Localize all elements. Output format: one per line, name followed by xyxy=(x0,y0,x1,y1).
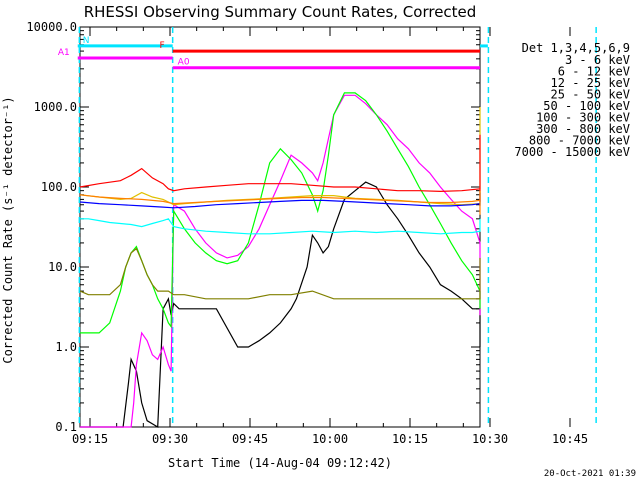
flag-label: A1 xyxy=(58,48,70,58)
series-line xyxy=(79,134,481,202)
legend-entry: 3 - 6 keV xyxy=(565,53,630,67)
x-tick-label: 10:00 xyxy=(312,432,348,446)
legend-entry: 6 - 12 keV xyxy=(558,65,630,79)
legend-header: Det 1,3,4,5,6,9 xyxy=(522,41,630,55)
plot-frame xyxy=(79,26,481,428)
x-axis-label: Start Time (14-Aug-04 09:12:42) xyxy=(168,456,392,470)
y-axis-label: Corrected Count Rate (s⁻¹ detector⁻¹) xyxy=(1,96,15,363)
x-tick-label: 09:15 xyxy=(72,432,108,446)
y-tick-label: 100.0 xyxy=(41,180,77,194)
x-tick-label: 10:45 xyxy=(552,432,588,446)
series-line xyxy=(80,218,481,235)
series-line xyxy=(80,181,481,429)
series-line xyxy=(79,192,481,209)
y-tick-label: 10000.0 xyxy=(26,20,77,34)
y-tick-label: 0.1 xyxy=(55,420,77,434)
flag-label: F xyxy=(159,41,164,51)
series-line xyxy=(79,190,481,215)
legend-entry: 800 - 7000 keV xyxy=(529,134,630,148)
legend-entry: 12 - 25 keV xyxy=(551,76,630,90)
x-tick-label: 10:30 xyxy=(472,432,508,446)
legend-entry: 50 - 100 keV xyxy=(543,99,630,113)
flag-label: N xyxy=(83,36,90,46)
y-tick-label: 1.0 xyxy=(55,340,77,354)
legend-entry: 25 - 50 keV xyxy=(551,88,630,102)
y-tick-label: 10.0 xyxy=(48,260,77,274)
x-tick-label: 10:15 xyxy=(392,432,428,446)
flag-label: A0 xyxy=(178,58,190,68)
series-line xyxy=(80,92,481,334)
y-tick-label: 1000.0 xyxy=(34,100,77,114)
legend-entry: 100 - 300 keV xyxy=(536,111,630,125)
x-tick-label: 09:30 xyxy=(152,432,188,446)
series-line xyxy=(79,247,481,300)
x-tick-label: 09:45 xyxy=(232,432,268,446)
legend-entry: 300 - 800 keV xyxy=(536,122,630,136)
series-line xyxy=(79,107,481,206)
footer-timestamp: 20-Oct-2021 01:39 xyxy=(544,469,636,479)
chart-title: RHESSI Observing Summary Count Rates, Co… xyxy=(84,3,477,21)
series-line xyxy=(80,94,481,428)
legend-entry: 7000 - 15000 keV xyxy=(514,145,630,159)
plot-area: 0.1 1.0 10.0 100.0 1000.0 10000.0 09:15 09:30 09… xyxy=(26,20,597,446)
